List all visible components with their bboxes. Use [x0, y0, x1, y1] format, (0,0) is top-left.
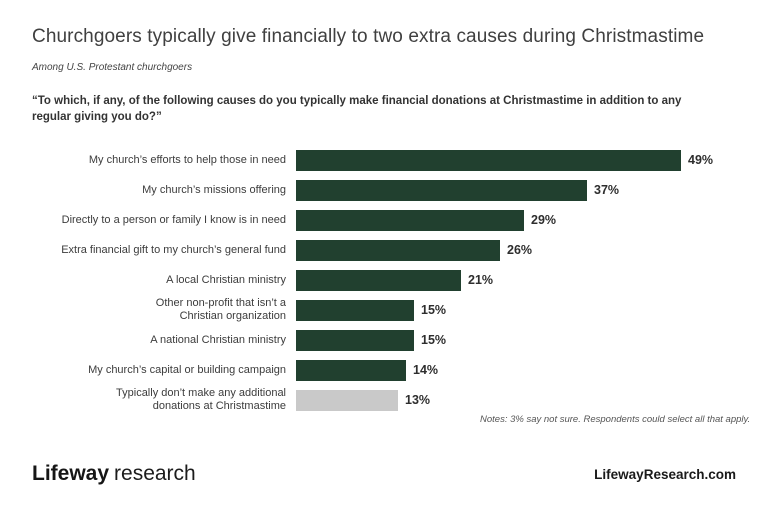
chart-row: Typically don’t make any additional dona… [32, 385, 736, 415]
lifeway-logo: Lifeway research [32, 462, 196, 486]
bar-label: A local Christian ministry [166, 273, 286, 286]
chart-note: Notes: 3% say not sure. Respondents coul… [480, 414, 751, 425]
bar-label: Other non-profit that isn’t a Christian … [155, 297, 286, 322]
bar-track: 26% [296, 239, 736, 261]
bar-label: My church’s efforts to help those in nee… [88, 153, 286, 166]
bar-label: A national Christian ministry [150, 333, 286, 346]
bar-track: 29% [296, 209, 736, 231]
chart-row: Other non-profit that isn’t a Christian … [32, 295, 736, 325]
bar-value: 49% [688, 153, 714, 167]
bar-track: 21% [296, 269, 736, 291]
bar-value: 14% [413, 363, 439, 377]
bar-track: 13% [296, 389, 736, 411]
bar [296, 359, 406, 381]
chart-row: My church’s efforts to help those in nee… [32, 145, 736, 175]
logo-wordmark-light: research [114, 462, 196, 485]
bar [296, 179, 587, 201]
footer: Lifeway research LifewayResearch.com [32, 462, 736, 486]
bar-value: 29% [531, 213, 557, 227]
bar-value: 15% [421, 303, 447, 317]
chart-row: Directly to a person or family I know is… [32, 205, 736, 235]
bar [296, 329, 414, 351]
bar-value: 21% [468, 273, 494, 287]
bar-track: 15% [296, 299, 736, 321]
survey-question: “To which, if any, of the following caus… [32, 95, 682, 123]
chart-row: My church’s capital or building campaign… [32, 355, 736, 385]
bar-track: 49% [296, 149, 736, 171]
bar-value: 15% [421, 333, 447, 347]
chart-row: Extra financial gift to my church’s gene… [32, 235, 736, 265]
bar-label: Typically don’t make any additional dona… [116, 387, 286, 412]
bar-chart: My church’s efforts to help those in nee… [32, 145, 736, 415]
bar-value: 13% [405, 393, 431, 407]
bar-label: My church’s capital or building campaign [88, 363, 286, 376]
bar-track: 15% [296, 329, 736, 351]
bar [296, 239, 500, 261]
bar-label: My church’s missions offering [142, 183, 286, 196]
bar-track: 37% [296, 179, 736, 201]
chart-row: My church’s missions offering 37% [32, 175, 736, 205]
bar [296, 299, 414, 321]
bar [296, 389, 398, 411]
chart-row: A local Christian ministry 21% [32, 265, 736, 295]
website-text: LifewayResearch.com [594, 466, 736, 482]
bar-label: Extra financial gift to my church’s gene… [61, 243, 286, 256]
page-title: Churchgoers typically give financially t… [32, 26, 705, 47]
sample-subtitle: Among U.S. Protestant churchgoers [32, 62, 193, 73]
bar [296, 149, 681, 171]
chart-row: A national Christian ministry 15% [32, 325, 736, 355]
bar-label: Directly to a person or family I know is… [61, 213, 286, 226]
bar-value: 26% [507, 243, 533, 257]
bar [296, 209, 524, 231]
bar-track: 14% [296, 359, 736, 381]
logo-wordmark-bold: Lifeway [32, 462, 110, 485]
bar-value: 37% [594, 183, 620, 197]
bar [296, 269, 461, 291]
